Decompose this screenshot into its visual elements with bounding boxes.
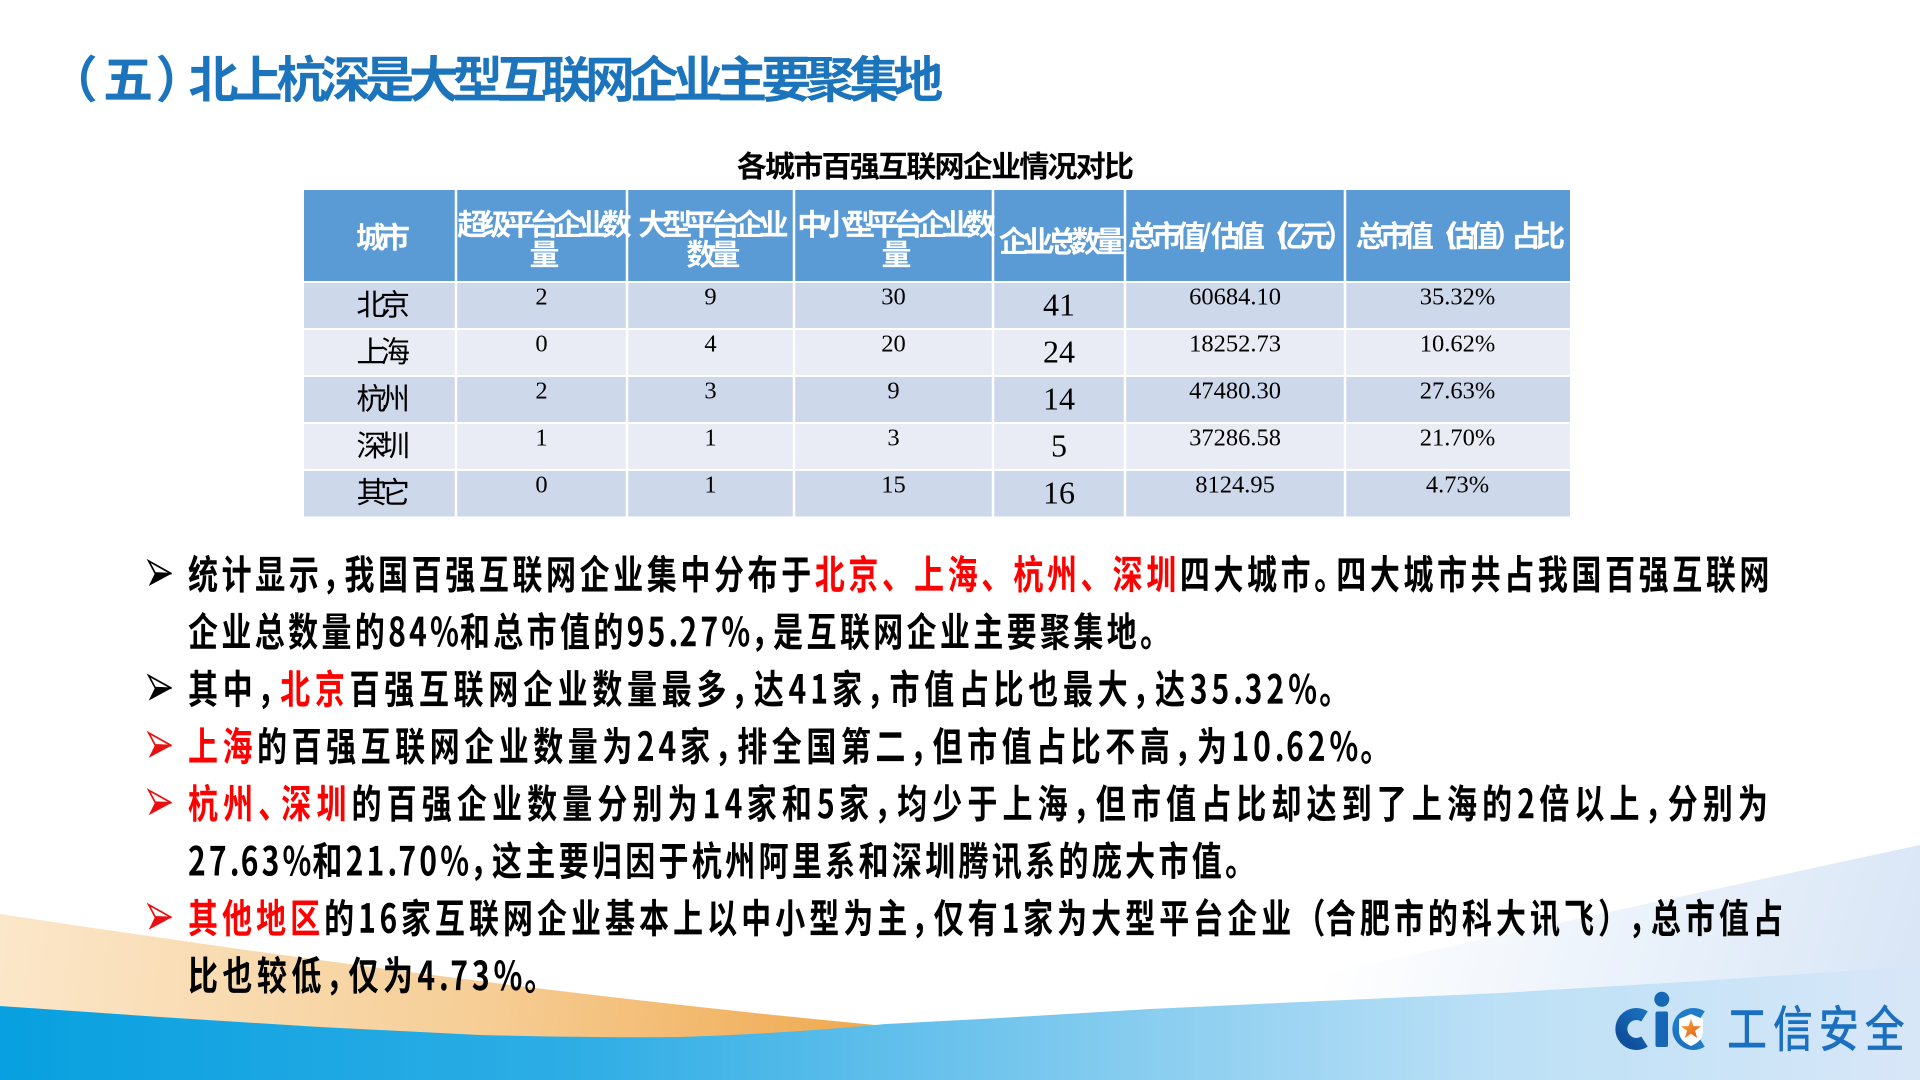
svg-text:8124.95: 8124.95 — [1195, 472, 1275, 499]
svg-text:60684.10: 60684.10 — [1189, 284, 1281, 311]
svg-text:27.63%: 27.63% — [1420, 378, 1496, 405]
svg-text:18252.73: 18252.73 — [1189, 331, 1281, 358]
svg-text:2: 2 — [535, 284, 547, 311]
svg-text:20: 20 — [881, 331, 906, 358]
svg-text:3: 3 — [887, 425, 899, 452]
svg-text:1: 1 — [704, 472, 716, 499]
svg-text:1: 1 — [704, 425, 716, 452]
svg-text:3: 3 — [704, 378, 716, 405]
svg-text:24: 24 — [1043, 334, 1075, 370]
svg-text:1: 1 — [535, 425, 547, 452]
svg-text:41: 41 — [1043, 287, 1075, 323]
svg-text:30: 30 — [881, 284, 906, 311]
svg-text:9: 9 — [887, 378, 899, 405]
svg-text:35.32%: 35.32% — [1420, 284, 1496, 311]
svg-text:16: 16 — [1043, 475, 1075, 511]
svg-text:2: 2 — [535, 378, 547, 405]
svg-text:21.70%: 21.70% — [1420, 425, 1496, 452]
svg-text:0: 0 — [535, 472, 547, 499]
svg-text:10.62%: 10.62% — [1420, 331, 1496, 358]
svg-text:0: 0 — [535, 331, 547, 358]
svg-text:4: 4 — [704, 331, 716, 358]
svg-text:15: 15 — [881, 472, 906, 499]
svg-text:4.73%: 4.73% — [1426, 472, 1489, 499]
svg-text:14: 14 — [1043, 381, 1075, 417]
svg-text:37286.58: 37286.58 — [1189, 425, 1281, 452]
svg-text:5: 5 — [1051, 428, 1067, 464]
svg-text:47480.30: 47480.30 — [1189, 378, 1281, 405]
svg-text:9: 9 — [704, 284, 716, 311]
